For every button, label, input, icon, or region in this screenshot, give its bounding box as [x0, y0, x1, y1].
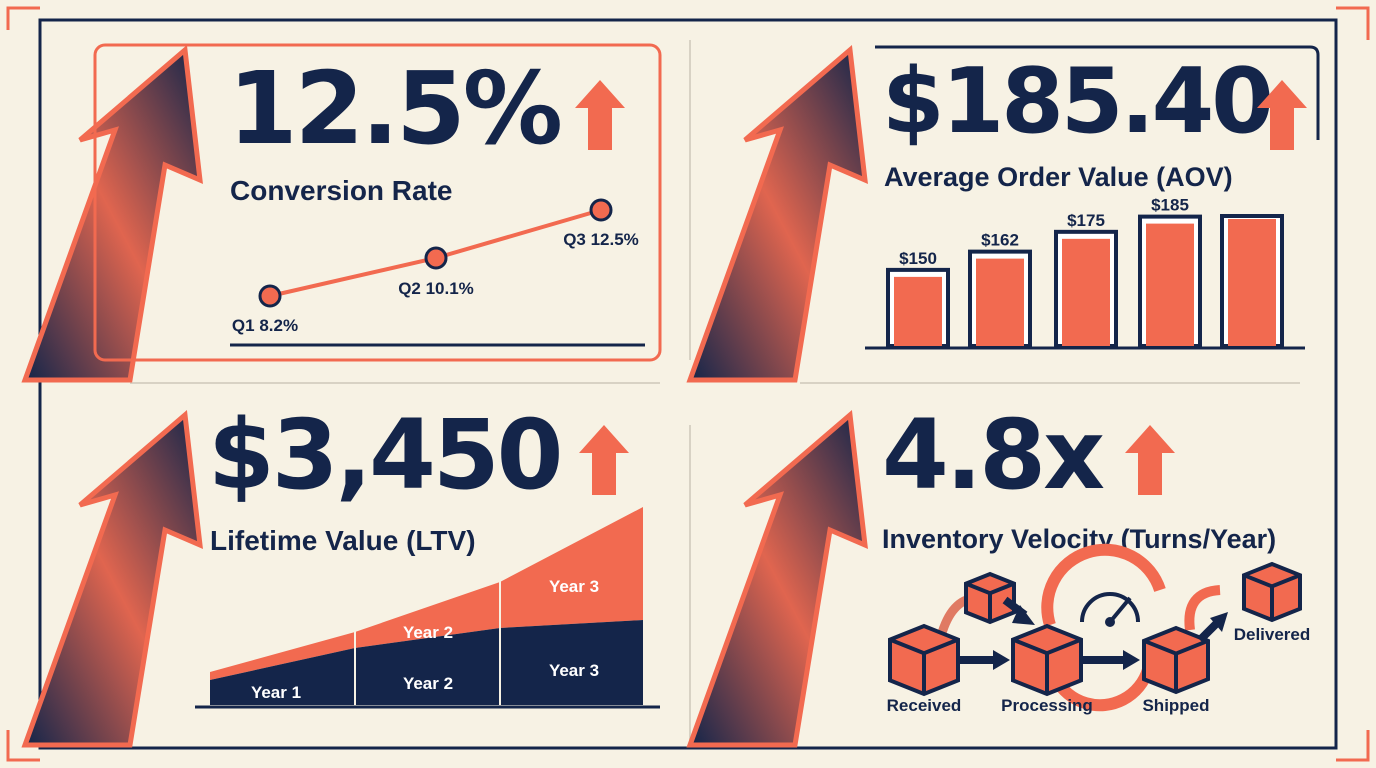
flow-curve	[1184, 585, 1221, 631]
aov-value: $185.40	[882, 49, 1271, 154]
outer-frame	[38, 18, 1338, 750]
bar-label: $162	[981, 231, 1019, 250]
flow-step-label: Shipped	[1142, 696, 1209, 715]
flow-arrow	[1197, 619, 1221, 643]
trend-arrow-graphic	[686, 410, 868, 748]
bar	[976, 258, 1024, 346]
trend-arrow-graphic	[686, 45, 868, 383]
package-icon	[1242, 561, 1302, 623]
bar-label: $185	[1151, 196, 1189, 215]
trend-arrow-graphic	[21, 45, 203, 383]
data-point	[424, 246, 448, 270]
flow-step-label: Delivered	[1234, 625, 1311, 644]
package-icon	[1142, 625, 1210, 695]
trend-arrow-graphic	[21, 410, 203, 748]
area-label: Year 1	[251, 683, 301, 702]
arrow-up-icon	[1257, 80, 1307, 150]
card-border	[875, 45, 1320, 140]
data-point	[258, 284, 282, 308]
aov-label: Average Order Value (AOV)	[884, 162, 1233, 192]
ltv-label: Lifetime Value (LTV)	[210, 525, 476, 556]
flow-step-label: Processing	[1001, 696, 1093, 715]
package-icon	[888, 623, 960, 697]
point-label: Q3 12.5%	[563, 230, 639, 249]
ltv-area-chart: Year 1 Year 2 Year 3 Year 2 Year 3	[210, 507, 643, 705]
arrow-up-icon	[1125, 425, 1175, 495]
arrow-up-icon	[575, 80, 625, 150]
area-label: Year 2	[403, 623, 453, 642]
flow-arrowhead	[1210, 612, 1228, 632]
data-point	[589, 198, 613, 222]
point-label: Q2 10.1%	[398, 279, 474, 298]
point-label: Q1 8.2%	[232, 316, 298, 335]
area-label: Year 2	[403, 674, 453, 693]
cycle-arrow	[1041, 543, 1166, 627]
flow-arrowhead	[1123, 650, 1140, 670]
conversion-line-chart: Q1 8.2% Q2 10.1% Q3 12.5%	[232, 198, 639, 335]
velocity-value: 4.8x	[882, 399, 1104, 511]
bar-label: $150	[899, 249, 937, 268]
inventory-flow: Received Processing Shipped Delivered	[887, 543, 1311, 715]
area-upper	[210, 507, 643, 680]
bar-label: $175	[1067, 211, 1105, 230]
package-icon	[964, 571, 1016, 625]
arrow-up-icon	[579, 425, 629, 495]
flow-step-label: Received	[887, 696, 962, 715]
ltv-value: $3,450	[208, 399, 560, 511]
speedometer-icon	[1080, 592, 1140, 627]
bar	[1146, 223, 1194, 346]
bar	[1228, 219, 1276, 346]
bar	[894, 276, 942, 346]
corner-marks	[6, 6, 1370, 762]
flow-arrowhead	[1012, 605, 1035, 625]
conversion-label: Conversion Rate	[230, 175, 453, 206]
area-lower	[210, 620, 643, 705]
package-icon	[1011, 623, 1083, 697]
velocity-label: Inventory Velocity (Turns/Year)	[882, 524, 1276, 554]
conversion-card	[93, 43, 662, 362]
conversion-value: 12.5%	[228, 50, 561, 167]
bar	[1062, 238, 1110, 346]
flow-arrowhead	[993, 650, 1010, 670]
aov-bar-chart: $150 $162 $175 $185	[886, 196, 1284, 348]
area-label: Year 3	[549, 577, 599, 596]
area-label: Year 3	[549, 661, 599, 680]
